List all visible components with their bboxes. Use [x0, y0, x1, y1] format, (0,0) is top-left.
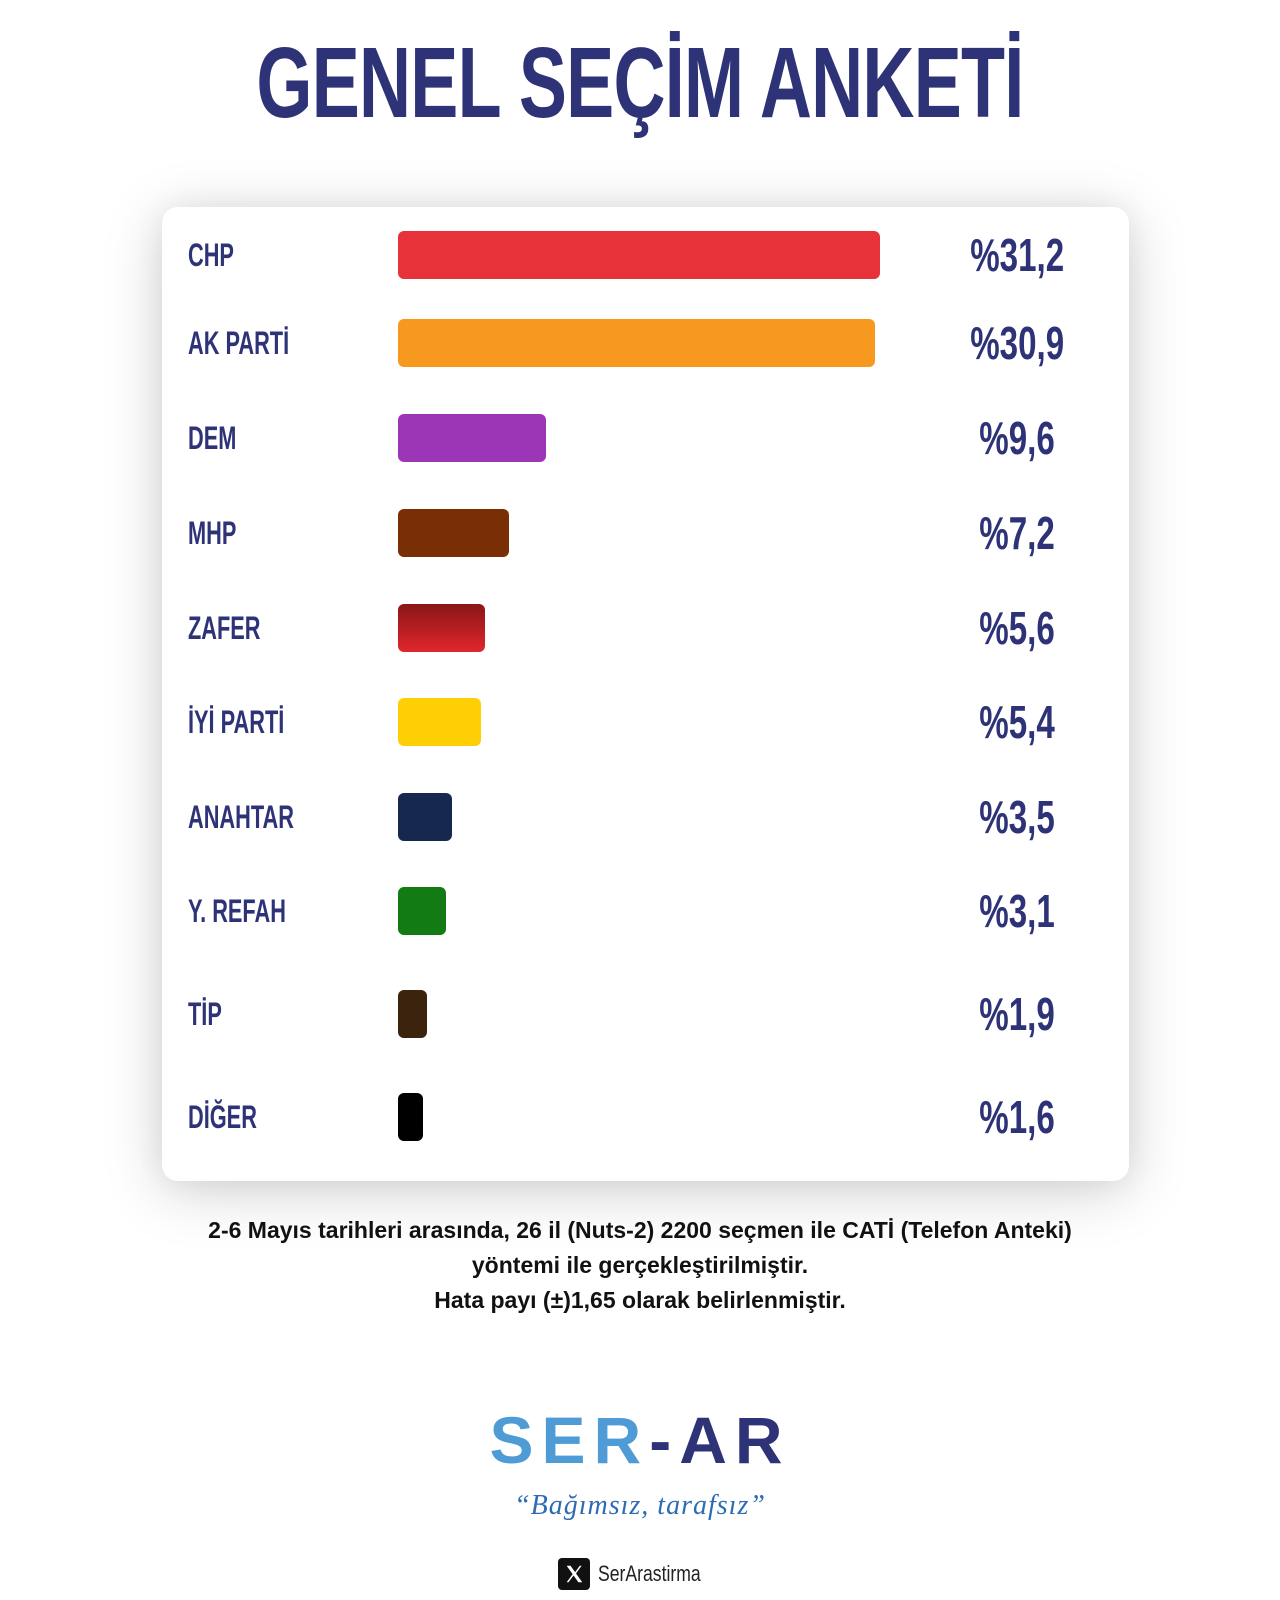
x-logo-icon	[558, 1558, 590, 1590]
bar-row: ANAHTAR %3,5	[162, 787, 1129, 847]
value-label: %5,4	[979, 696, 1055, 748]
bar	[398, 604, 485, 652]
category-label: DİĞER	[188, 1099, 257, 1135]
bar	[398, 1093, 423, 1141]
category-label: AK PARTİ	[188, 325, 290, 361]
bar	[398, 990, 428, 1038]
bar	[398, 509, 510, 557]
logo-dash: -	[649, 1403, 680, 1477]
slogan: “Bağımsız, tarafsız”	[514, 1490, 766, 1521]
value-label: %5,6	[979, 602, 1055, 654]
category-label: ANAHTAR	[188, 799, 294, 835]
methodology-note: 2-6 Mayıs tarihleri arasında, 26 il (Nut…	[100, 1213, 1180, 1318]
value-label: %1,9	[979, 988, 1055, 1040]
category-label: ZAFER	[188, 610, 261, 646]
category-label: İYİ PARTİ	[188, 704, 285, 740]
bar-row: MHP %7,2	[162, 503, 1129, 563]
category-label: TİP	[188, 996, 222, 1032]
bar	[398, 231, 880, 279]
value-label: %30,9	[970, 317, 1065, 369]
value-label: %3,5	[979, 791, 1055, 843]
chart-title: GENEL SEÇİM ANKETİ	[256, 27, 1024, 139]
logo-ser-text: SER	[489, 1403, 650, 1477]
methodology-line-1: 2-6 Mayıs tarihleri arasında, 26 il (Nut…	[208, 1217, 1072, 1243]
bar	[398, 319, 876, 367]
logo-ar-text: AR	[679, 1403, 791, 1477]
value-label: %3,1	[979, 885, 1055, 937]
bar-row: CHP %31,2	[162, 225, 1129, 285]
bar-row: TİP %1,9	[162, 984, 1129, 1044]
margin-of-error-line: Hata payı (±)1,65 olarak belirlenmiştir.	[434, 1287, 846, 1313]
category-label: MHP	[188, 515, 237, 551]
bar-row: DİĞER %1,6	[162, 1087, 1129, 1147]
value-label: %9,6	[979, 412, 1055, 464]
category-label: CHP	[188, 237, 234, 273]
social-handle: SerArastirma	[598, 1561, 701, 1586]
methodology-line-2: yöntemi ile gerçekleştirilmiştir.	[471, 1252, 809, 1278]
bar	[398, 698, 482, 746]
value-label: %7,2	[979, 507, 1055, 559]
chart-card: CHP %31,2 AK PARTİ %30,9 DEM %9,6 MHP %7,2 ZAFER…	[162, 207, 1129, 1181]
bar	[398, 793, 453, 841]
value-label: %31,2	[970, 229, 1065, 281]
category-label: Y. REFAH	[188, 893, 286, 929]
ser-ar-logo: SER-AR	[0, 1402, 1280, 1478]
bar-row: Y. REFAH %3,1	[162, 881, 1129, 941]
bar	[398, 887, 446, 935]
bar-row: ZAFER %5,6	[162, 598, 1129, 658]
bar-row: AK PARTİ %30,9	[162, 313, 1129, 373]
category-label: DEM	[188, 420, 237, 456]
bar-row: İYİ PARTİ %5,4	[162, 692, 1129, 752]
bar-row: DEM %9,6	[162, 408, 1129, 468]
bar	[398, 414, 547, 462]
value-label: %1,6	[979, 1091, 1055, 1143]
social-handle-block[interactable]: SerArastirma	[558, 1558, 726, 1590]
